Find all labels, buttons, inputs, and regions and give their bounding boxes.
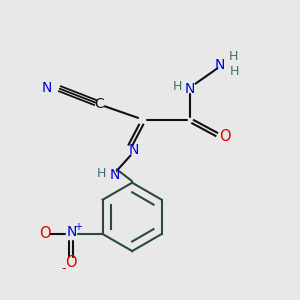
Text: H: H: [97, 167, 106, 180]
Text: N: N: [185, 82, 195, 96]
Text: O: O: [65, 255, 77, 270]
Text: C: C: [94, 97, 104, 111]
Text: N: N: [109, 168, 119, 182]
Text: N: N: [129, 143, 140, 157]
Text: N: N: [215, 58, 225, 72]
Text: H: H: [229, 50, 238, 64]
Text: -: -: [62, 262, 66, 275]
Text: N: N: [41, 81, 52, 94]
Text: +: +: [74, 222, 82, 232]
Text: H: H: [230, 65, 239, 78]
Text: O: O: [39, 226, 50, 242]
Text: H: H: [173, 80, 182, 93]
Text: N: N: [66, 226, 76, 239]
Text: O: O: [219, 129, 231, 144]
